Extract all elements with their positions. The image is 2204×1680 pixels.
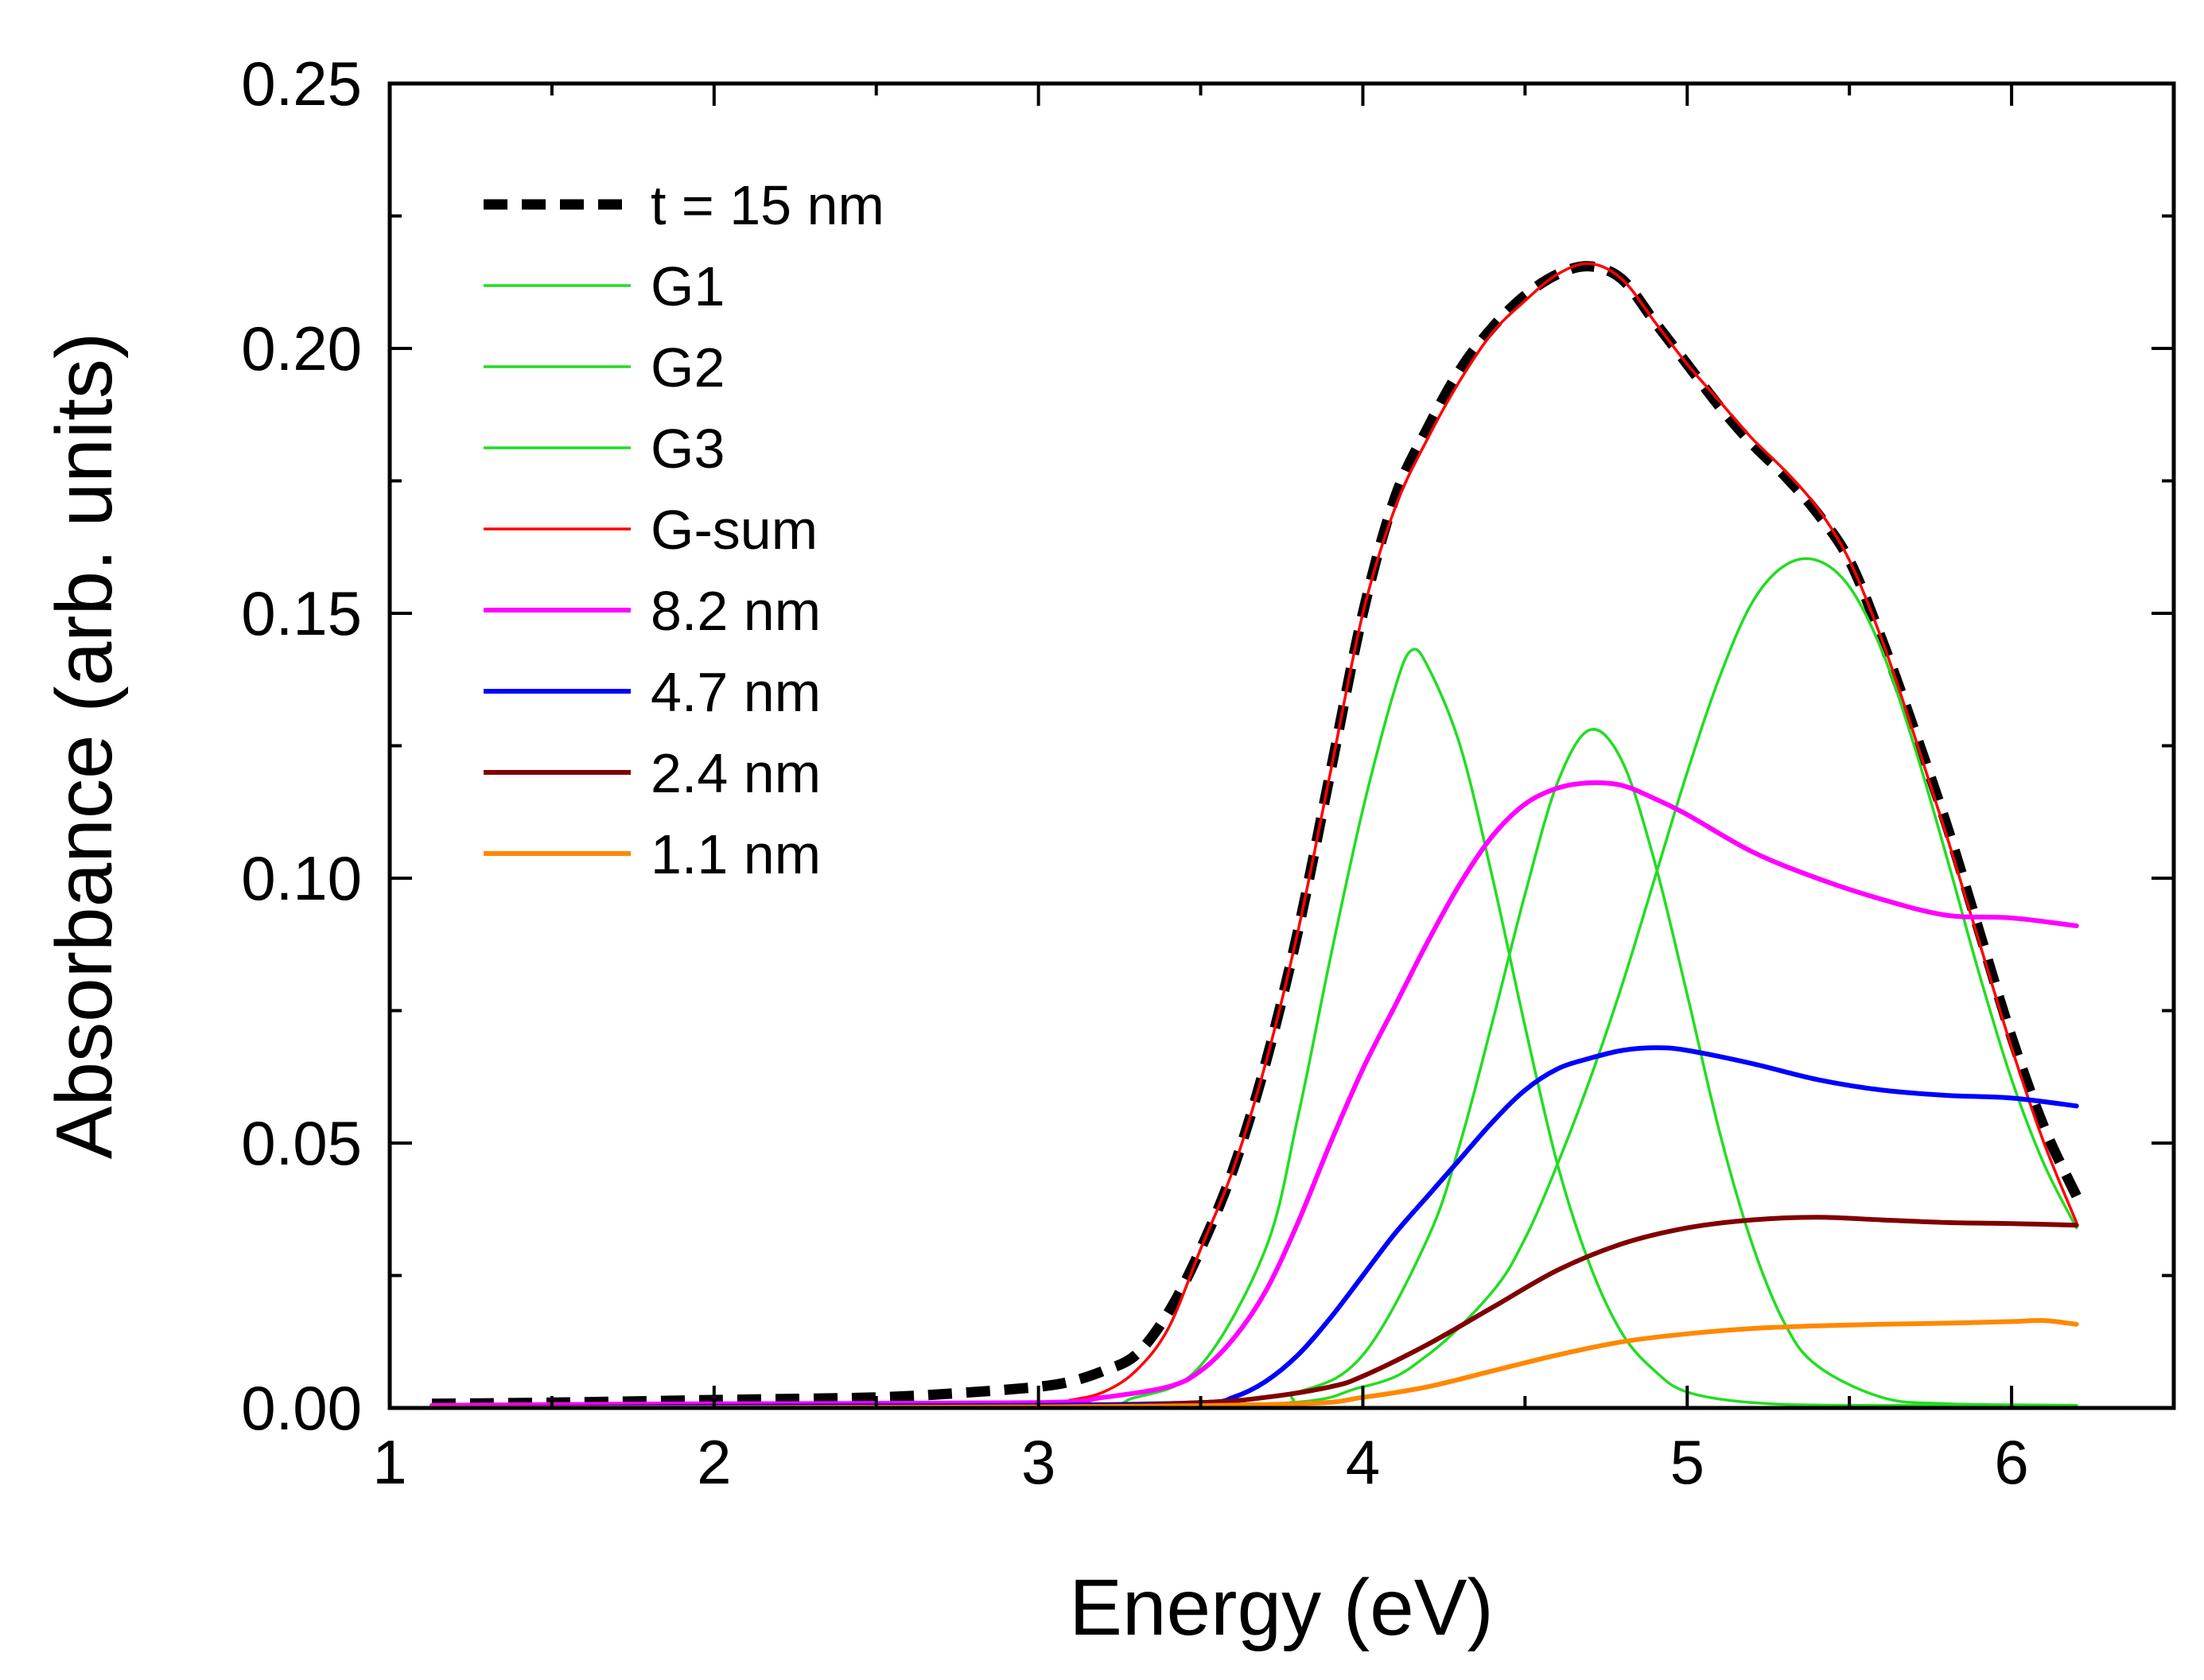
legend-label-g2: G2 [651, 336, 725, 399]
ticks-layer [388, 82, 2174, 1410]
legend-label-4-7-nm: 4.7 nm [651, 661, 821, 723]
x-tick-label: 1 [372, 1427, 406, 1497]
series-line-8-2-nm [430, 780, 2079, 1408]
legend-label-1-1-nm: 1.1 nm [651, 823, 821, 885]
y-tick-label: 0.15 [241, 578, 362, 648]
legend-label-t-15-nm: t = 15 nm [651, 174, 884, 236]
x-tick-label: 4 [1346, 1427, 1380, 1497]
x-tick-label: 5 [1670, 1427, 1705, 1497]
legend: t = 15 nm G1 G2 G3 G-sum 8.2 nm 4.7 nm 2.4 n… [484, 174, 884, 885]
x-axis-title: Energy (eV) [1069, 1563, 1494, 1652]
legend-label-g3: G3 [651, 418, 725, 480]
legend-label-g-sum: G-sum [651, 499, 818, 561]
y-tick-label: 0.00 [241, 1373, 362, 1443]
y-tick-label: 0.05 [241, 1108, 362, 1178]
y-axis-title: Absorbance (arb. units) [40, 332, 129, 1159]
x-tick-label: 3 [1021, 1427, 1055, 1497]
y-tick-label: 0.20 [241, 313, 362, 383]
series-line-g2 [430, 728, 2078, 1408]
legend-label-8-2-nm: 8.2 nm [651, 580, 821, 642]
legend-label-g1: G1 [651, 255, 725, 317]
x-tick-label: 2 [697, 1427, 731, 1497]
series-line-g3 [430, 557, 2078, 1408]
y-tick-label: 0.10 [241, 843, 362, 913]
series-line-g-sum [430, 262, 2078, 1408]
tick-labels-layer: 1 2 3 4 5 6 0.00 0.05 0.10 0.15 0.20 0.25 [241, 49, 2029, 1497]
y-tick-label: 0.25 [241, 49, 362, 119]
series-line-g1 [430, 648, 2078, 1408]
x-tick-label: 6 [1994, 1427, 2028, 1497]
legend-label-2-4-nm: 2.4 nm [651, 742, 821, 804]
